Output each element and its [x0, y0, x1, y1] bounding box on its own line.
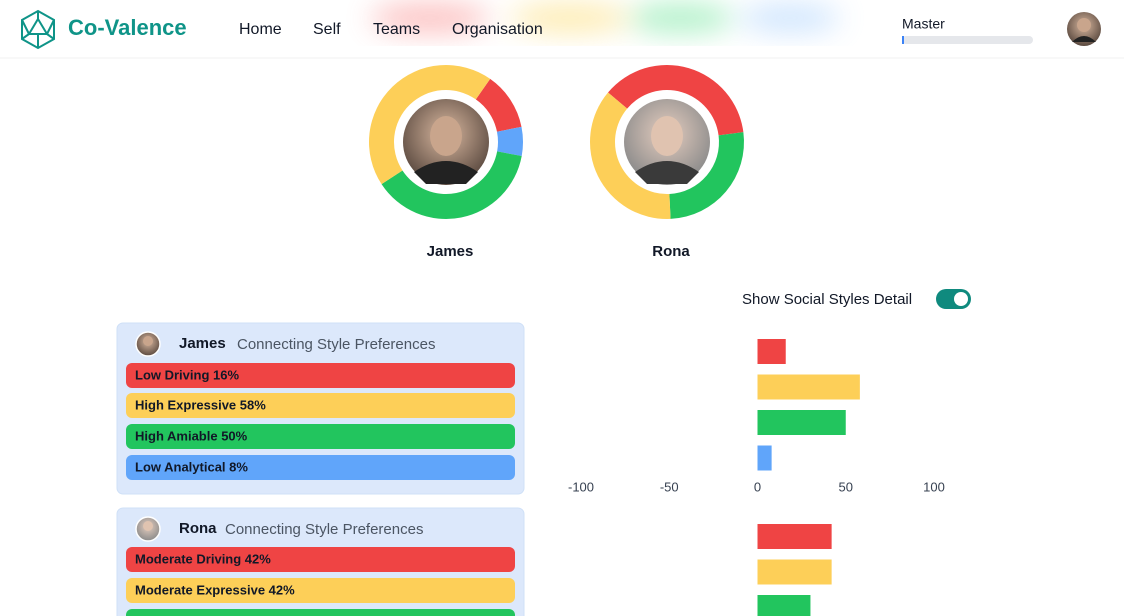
preference-label: Low Analytical 8% [135, 459, 248, 474]
bar [757, 374, 860, 400]
preference-label: High Expressive 58% [135, 397, 266, 412]
header-decoration [370, 4, 840, 32]
toggle-label: Show Social Styles Detail [742, 291, 912, 308]
nav-link[interactable]: Self [313, 21, 341, 38]
donut-segment [590, 92, 671, 219]
preference-label: Moderate Driving 42% [135, 551, 271, 566]
logo-icon[interactable] [21, 9, 55, 50]
donut-segment [475, 78, 522, 132]
photo-face [651, 116, 683, 156]
x-tick-label: 100 [923, 479, 945, 494]
preference-label: Low Driving 16% [135, 367, 239, 382]
preference-row [126, 424, 515, 449]
x-tick-label: 50 [839, 479, 853, 494]
bar [757, 559, 832, 585]
donut-name: James [427, 243, 474, 260]
photo-body [414, 161, 478, 184]
bar [757, 445, 772, 471]
donut-segment [381, 151, 522, 219]
bar [757, 524, 832, 549]
x-tick-label: 0 [754, 479, 761, 494]
bar [757, 595, 811, 616]
preference-row [126, 455, 515, 480]
header: Co-Valence Home Self Teams Organisation … [0, 0, 1124, 59]
preference-label: Moderate Expressive 42% [135, 582, 295, 597]
x-tick-label: -100 [568, 479, 594, 494]
profile-photo [399, 95, 493, 189]
toggle-switch[interactable] [936, 289, 971, 309]
card-name: Rona [179, 520, 217, 537]
bar [757, 410, 846, 435]
card-caption: Connecting Style Preferences [225, 521, 423, 538]
preference-row [126, 393, 515, 418]
donut-segment [608, 65, 744, 136]
user-level: Master [902, 16, 945, 32]
donut-name: Rona [652, 243, 690, 260]
brand[interactable]: Co-Valence [68, 15, 187, 40]
preference-row [126, 363, 515, 388]
progress-track [902, 36, 1033, 44]
preference-row [126, 578, 515, 603]
x-tick-label: -50 [660, 479, 679, 494]
card-avatar [135, 516, 161, 542]
profile-photo [620, 95, 714, 189]
donut-segment [669, 132, 744, 219]
nav-link[interactable]: Teams [373, 21, 420, 38]
nav-link[interactable]: Home [239, 21, 282, 38]
card-name: James [179, 335, 226, 352]
preference-row [126, 609, 515, 616]
photo-body [635, 161, 699, 184]
preference-row [126, 547, 515, 572]
donut-segment [496, 126, 523, 156]
preference-label: High Amiable 50% [135, 428, 248, 443]
progress-fill [902, 36, 904, 44]
photo-face [430, 116, 462, 156]
bar [757, 339, 786, 364]
donut-segment [369, 65, 491, 185]
card-avatar [135, 331, 161, 357]
user-avatar[interactable] [1067, 12, 1101, 46]
nav-link[interactable]: Organisation [452, 21, 543, 38]
card-caption: Connecting Style Preferences [237, 336, 435, 353]
